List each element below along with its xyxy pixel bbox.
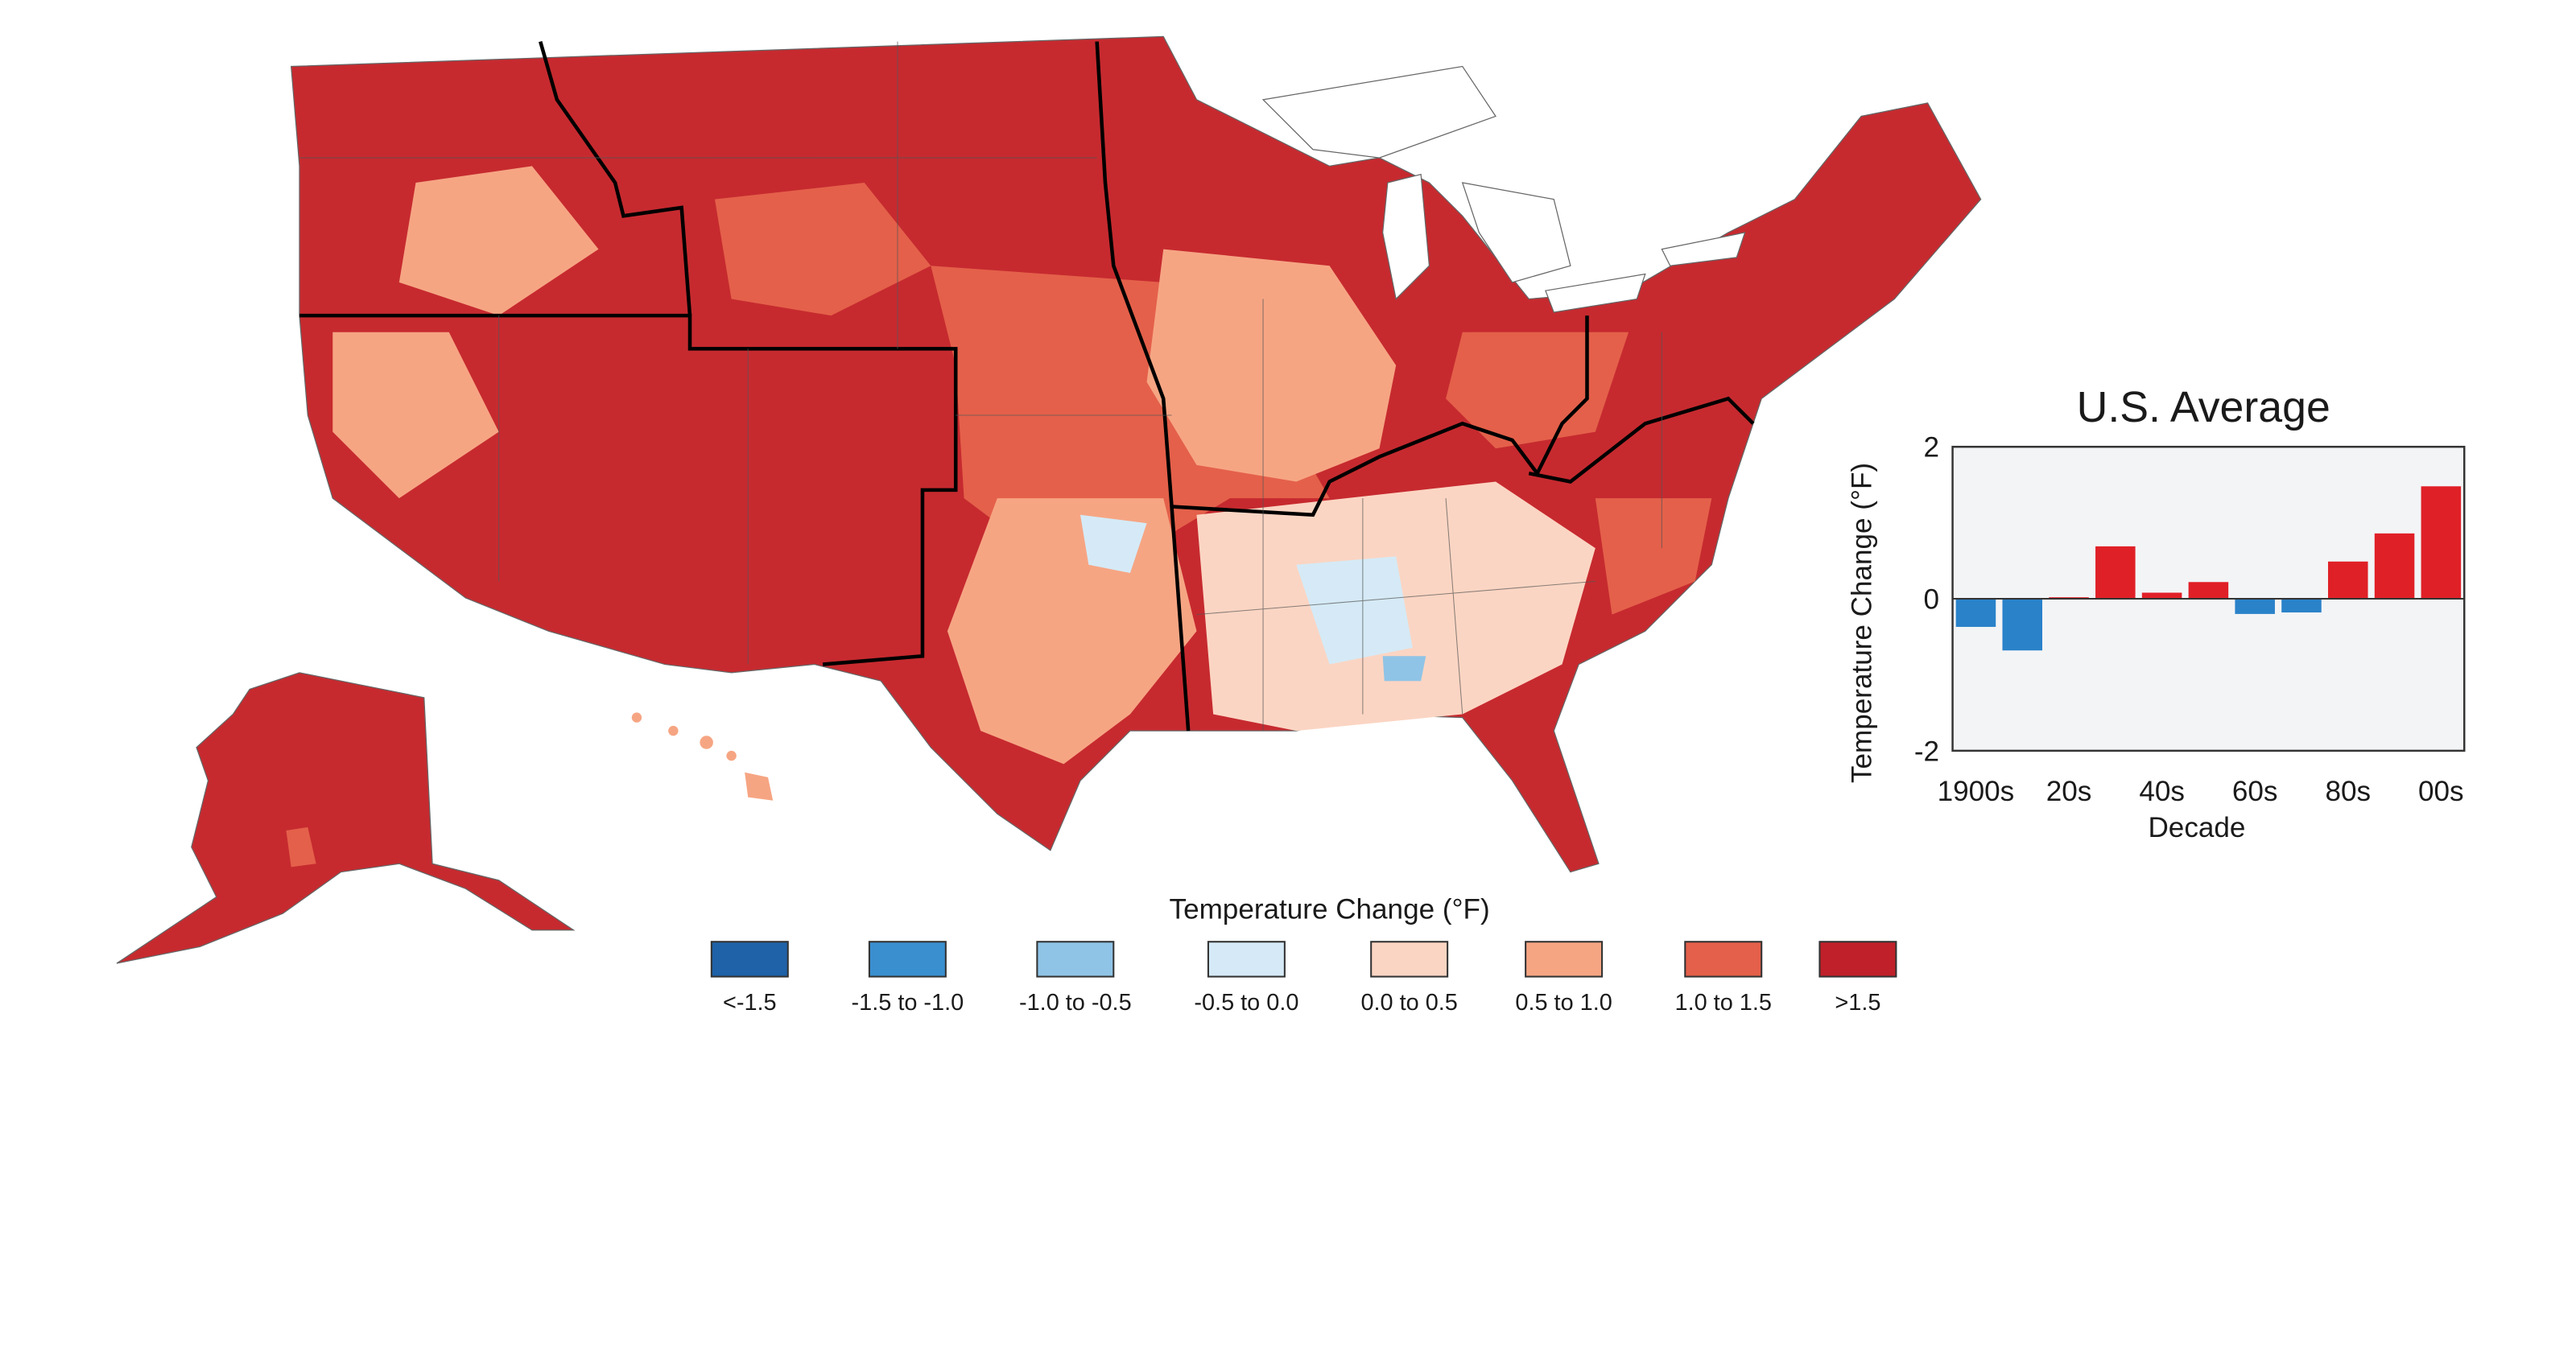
x-tick-label: 20s	[2046, 776, 2092, 807]
legend-label: 0.0 to 0.5	[1360, 990, 1457, 1016]
legend-label: <-1.5	[723, 990, 777, 1016]
region-boundaries	[299, 40, 1755, 732]
bar-1960s	[2235, 599, 2275, 614]
y-axis-label: Temperature Change (°F)	[1846, 463, 1877, 783]
great-lakes	[1261, 65, 1746, 313]
alaska-map	[116, 672, 576, 964]
map-legend: Temperature Change (°F) <-1.5 -1.5 to -1.…	[710, 893, 1897, 1016]
x-axis-label: Decade	[2148, 812, 2245, 843]
us-average-bar-chart: U.S. Average Temperature Change (°F) Dec…	[1846, 383, 2466, 843]
legend-swatch	[1370, 941, 1449, 978]
bar-1930s	[2095, 546, 2136, 600]
state-lines	[299, 41, 1662, 732]
legend-label: -0.5 to 0.0	[1194, 990, 1298, 1016]
bar-1900s	[1955, 599, 1996, 627]
chart-title: U.S. Average	[2077, 383, 2330, 431]
legend-label: >1.5	[1835, 990, 1880, 1016]
x-tick-label: 60s	[2232, 776, 2278, 807]
bar-1970s	[2281, 599, 2322, 613]
y-tick-label: 2	[1924, 432, 1940, 464]
legend-swatch	[710, 941, 789, 978]
legend-swatch	[1207, 941, 1286, 978]
y-tick-label: 0	[1924, 583, 1940, 615]
y-tick-label: -2	[1914, 736, 1939, 767]
legend-label: 0.5 to 1.0	[1515, 990, 1612, 1016]
legend-swatch	[1684, 941, 1763, 978]
hawaii-map	[631, 712, 774, 801]
bar-1950s	[2188, 582, 2229, 600]
us-temperature-map	[116, 35, 1982, 964]
x-tick-label: 1900s	[1938, 776, 2015, 807]
bar-1940s	[2141, 592, 2182, 600]
bar-1990s	[2374, 533, 2415, 600]
x-tick-label: 80s	[2325, 776, 2371, 807]
bar-1980s	[2327, 561, 2368, 600]
bar-2000s	[2421, 486, 2462, 600]
legend-label: -1.5 to -1.0	[852, 990, 964, 1016]
x-tick-label: 00s	[2418, 776, 2464, 807]
legend-swatch	[868, 941, 947, 978]
alaska-patch	[286, 826, 316, 868]
legend-swatch	[1818, 941, 1897, 978]
x-tick-label: 40s	[2139, 776, 2185, 807]
legend-label: 1.0 to 1.5	[1675, 990, 1772, 1016]
bar-1910s	[2002, 599, 2043, 651]
warming-patches	[332, 166, 1712, 765]
legend-swatch	[1036, 941, 1115, 978]
legend-label: -1.0 to -0.5	[1019, 990, 1132, 1016]
legend-title: Temperature Change (°F)	[1170, 893, 1490, 925]
legend-swatch	[1525, 941, 1604, 978]
